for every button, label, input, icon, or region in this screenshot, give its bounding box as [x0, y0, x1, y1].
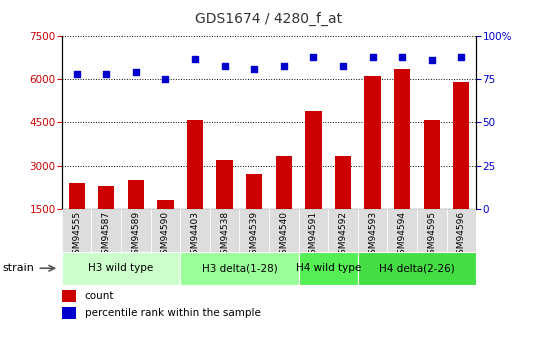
Text: GSM94591: GSM94591 — [309, 211, 318, 260]
Bar — [239, 209, 269, 252]
Point — [309, 54, 317, 60]
Point — [190, 56, 199, 61]
Text: GSM94592: GSM94592 — [338, 211, 348, 260]
Point — [131, 70, 140, 75]
Point — [220, 63, 229, 68]
Bar — [358, 209, 387, 252]
Text: GSM94589: GSM94589 — [131, 211, 140, 260]
Text: count: count — [84, 291, 114, 301]
Bar — [62, 252, 180, 285]
Bar — [299, 209, 328, 252]
Text: GDS1674 / 4280_f_at: GDS1674 / 4280_f_at — [195, 12, 343, 26]
Bar — [187, 120, 203, 252]
Text: H3 delta(1-28): H3 delta(1-28) — [202, 263, 277, 273]
Text: GSM94587: GSM94587 — [102, 211, 111, 260]
Bar — [447, 209, 476, 252]
Point — [161, 77, 169, 82]
Bar — [157, 200, 174, 252]
Bar — [62, 307, 76, 319]
Bar — [269, 209, 299, 252]
Bar — [328, 209, 358, 252]
Bar — [394, 69, 410, 252]
Text: GSM94555: GSM94555 — [72, 211, 81, 260]
Point — [398, 54, 406, 60]
Text: strain: strain — [3, 263, 34, 273]
Bar — [210, 209, 239, 252]
Text: percentile rank within the sample: percentile rank within the sample — [84, 308, 260, 318]
Bar — [68, 183, 85, 252]
Bar — [358, 252, 476, 285]
Text: GSM94595: GSM94595 — [427, 211, 436, 260]
Point — [279, 63, 288, 68]
Bar — [62, 290, 76, 302]
Bar — [128, 180, 144, 252]
Text: GSM94539: GSM94539 — [250, 211, 259, 260]
Text: H3 wild type: H3 wild type — [88, 263, 154, 273]
Bar — [216, 160, 233, 252]
Bar — [423, 120, 440, 252]
Text: GSM94590: GSM94590 — [161, 211, 170, 260]
Text: H4 wild type: H4 wild type — [295, 263, 361, 273]
Bar — [180, 252, 299, 285]
Bar — [453, 82, 470, 252]
Text: GSM94540: GSM94540 — [279, 211, 288, 260]
Bar — [364, 77, 381, 252]
Point — [368, 54, 377, 60]
Bar — [417, 209, 447, 252]
Bar — [387, 209, 417, 252]
Bar — [98, 186, 115, 252]
Bar — [335, 156, 351, 252]
Point — [250, 66, 258, 72]
Point — [457, 54, 465, 60]
Text: GSM94596: GSM94596 — [457, 211, 466, 260]
Text: GSM94593: GSM94593 — [368, 211, 377, 260]
Bar — [91, 209, 121, 252]
Text: GSM94403: GSM94403 — [190, 211, 200, 260]
Point — [102, 71, 110, 77]
Point — [338, 63, 347, 68]
Bar — [305, 111, 322, 252]
Text: H4 delta(2-26): H4 delta(2-26) — [379, 263, 455, 273]
Bar — [62, 209, 91, 252]
Text: GSM94594: GSM94594 — [398, 211, 407, 260]
Bar — [151, 209, 180, 252]
Point — [427, 58, 436, 63]
Bar — [180, 209, 210, 252]
Bar — [121, 209, 151, 252]
Text: GSM94538: GSM94538 — [220, 211, 229, 260]
Bar — [299, 252, 358, 285]
Point — [72, 71, 81, 77]
Bar — [275, 156, 292, 252]
Bar — [246, 174, 263, 252]
